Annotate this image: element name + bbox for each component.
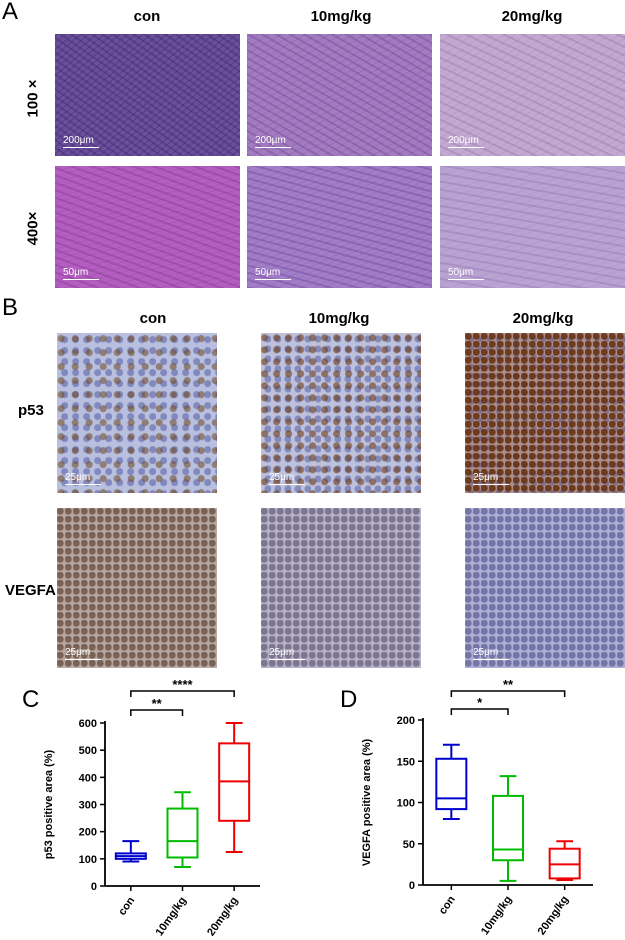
box-20mg/kg	[218, 722, 251, 854]
significance-bracket: **	[450, 680, 566, 697]
panel-c-letter: C	[22, 686, 40, 713]
x-tick-label: con	[437, 894, 458, 917]
bracket-line	[450, 708, 509, 715]
scalebar-label: 25μm	[269, 647, 295, 658]
he-image-10-400x: 50μm	[247, 166, 432, 288]
y-tick-label: 300	[79, 800, 97, 812]
box-con	[435, 743, 468, 820]
panel-b-row-p53: p53	[18, 402, 44, 419]
scalebar-label: 200μm	[63, 135, 94, 146]
he-image-10-100x: 200μm	[247, 34, 432, 156]
ihc-image-p53-10: 25μm	[261, 333, 421, 493]
scalebar-label: 50μm	[63, 267, 89, 278]
x-tick-label: 20mg/kg	[205, 895, 240, 938]
significance-bracket: ****	[130, 680, 235, 697]
panel-b-col-20: 20mg/kg	[512, 310, 574, 327]
panel-a-row-100x: 100 ×	[24, 79, 42, 118]
y-tick-label: 600	[79, 718, 97, 730]
significance-bracket: *	[450, 695, 509, 715]
ihc-image-p53-con: 25μm	[57, 333, 217, 493]
iqr-box	[435, 757, 468, 811]
bracket-line	[130, 709, 184, 716]
scalebar-label: 50μm	[255, 267, 281, 278]
he-image-con-100x: 200μm	[55, 34, 240, 156]
ihc-image-vegfa-con: 25μm	[57, 508, 217, 668]
scalebar-label: 25μm	[65, 472, 91, 483]
significance-label: *	[477, 695, 483, 710]
scalebar-label: 50μm	[448, 267, 474, 278]
significance-label: **	[503, 680, 514, 692]
x-tick-label: 10mg/kg	[479, 894, 514, 937]
box-10mg/kg	[166, 791, 199, 868]
y-tick-label: 150	[397, 756, 415, 768]
y-axis-label: VEGFA positive area (%)	[361, 738, 373, 866]
y-tick-label: 500	[79, 745, 97, 757]
panel-b-col-con: con	[139, 310, 167, 327]
box-20mg/kg	[548, 840, 581, 882]
ihc-image-vegfa-10: 25μm	[261, 508, 421, 668]
ihc-image-vegfa-20: 25μm	[465, 508, 625, 668]
panel-a-letter: A	[2, 0, 19, 25]
scalebar-label: 200μm	[448, 135, 479, 146]
scalebar-label: 25μm	[269, 472, 295, 483]
iqr-box	[166, 807, 199, 859]
x-tick-label: 20mg/kg	[536, 894, 571, 937]
box-con	[114, 840, 147, 863]
scalebar-label: 25μm	[473, 647, 499, 658]
y-tick-label: 50	[403, 839, 415, 851]
x-tick-label: 10mg/kg	[154, 895, 189, 938]
y-tick-label: 200	[79, 827, 97, 839]
y-tick-label: 400	[79, 772, 97, 784]
p53-box-chart: 0 100 200 300 400 500 600 p53 positive area (%)…	[43, 680, 260, 938]
scalebar-label: 25μm	[65, 647, 91, 658]
scalebar-label: 25μm	[473, 472, 499, 483]
y-tick-label: 100	[79, 854, 97, 866]
vegfa-box-chart: 0 50 100 150 200 VEGFA positive area (%) con 10…	[361, 680, 593, 937]
bracket-line	[130, 690, 235, 697]
y-tick-label: 100	[397, 798, 415, 810]
panel-b-letter: B	[2, 294, 19, 321]
y-axis-label: p53 positive area (%)	[43, 749, 55, 859]
panel-d-letter: D	[340, 686, 358, 713]
scalebar-label: 200μm	[255, 135, 286, 146]
he-image-20-100x: 200μm	[440, 34, 625, 156]
panel-a-row-400x: 400×	[24, 211, 42, 246]
panel-a-col-20: 20mg/kg	[501, 8, 563, 25]
iqr-box	[492, 794, 524, 862]
panel-a-col-10: 10mg/kg	[310, 8, 372, 25]
bracket-line	[450, 690, 566, 697]
y-tick-label: 200	[397, 715, 415, 727]
significance-bracket: **	[130, 696, 184, 716]
significance-label: ****	[172, 680, 193, 692]
panel-b-col-10: 10mg/kg	[308, 310, 370, 327]
y-tick-label: 0	[409, 880, 415, 892]
panel-b-row-vegfa: VEGFA	[5, 582, 56, 599]
panel-a-col-con: con	[133, 8, 161, 25]
he-image-con-400x: 50μm	[55, 166, 240, 288]
ihc-image-p53-20: 25μm	[465, 333, 625, 493]
box-10mg/kg	[492, 775, 524, 882]
y-tick-label: 0	[91, 881, 97, 893]
x-tick-label: con	[116, 895, 137, 918]
significance-label: **	[152, 696, 163, 711]
he-image-20-400x: 50μm	[440, 166, 625, 288]
